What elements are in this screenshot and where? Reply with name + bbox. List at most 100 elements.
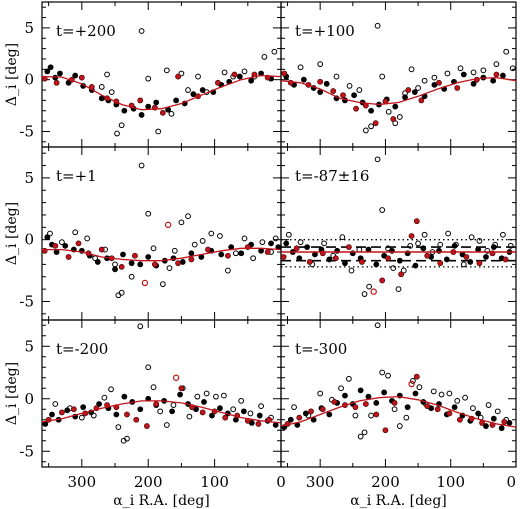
red-point bbox=[340, 92, 346, 99]
open-point bbox=[52, 401, 59, 407]
open-point bbox=[321, 240, 327, 247]
red-point bbox=[143, 423, 150, 429]
open-point bbox=[462, 394, 468, 401]
filled-point bbox=[120, 251, 126, 258]
open-point bbox=[361, 429, 368, 436]
filled-point bbox=[326, 256, 333, 263]
panel-2: t=+100 bbox=[280, 1, 517, 148]
open-point bbox=[163, 67, 170, 74]
open-point bbox=[168, 110, 175, 117]
open-point bbox=[361, 291, 368, 297]
open-point bbox=[470, 69, 477, 76]
open-point bbox=[124, 435, 130, 442]
filled-point bbox=[209, 412, 215, 419]
filled-point bbox=[179, 259, 186, 265]
open-point bbox=[59, 239, 65, 246]
filled-point bbox=[451, 404, 458, 411]
filled-point bbox=[94, 259, 101, 265]
filled-point bbox=[490, 415, 497, 422]
open-point bbox=[317, 61, 324, 68]
open-point bbox=[171, 247, 178, 254]
open-point bbox=[199, 238, 206, 244]
x-tick-label: 200 bbox=[371, 473, 400, 491]
open-point bbox=[507, 242, 514, 249]
red-point bbox=[456, 416, 463, 423]
filled-point bbox=[80, 404, 87, 411]
red-point bbox=[436, 79, 442, 86]
filled-point bbox=[198, 254, 205, 260]
data-layer bbox=[281, 156, 516, 297]
open-point bbox=[155, 128, 162, 135]
open-point bbox=[457, 65, 464, 72]
open-point bbox=[509, 65, 516, 72]
open-point bbox=[98, 84, 105, 90]
red-point bbox=[352, 404, 359, 411]
open-point bbox=[84, 235, 91, 242]
red-point bbox=[413, 218, 420, 225]
x-axis-title: α_i R.A. [deg] bbox=[113, 493, 210, 509]
red-point bbox=[385, 255, 391, 262]
open-point bbox=[345, 375, 352, 382]
open-point bbox=[185, 213, 191, 220]
open-point bbox=[297, 64, 304, 71]
filled-point bbox=[287, 416, 294, 423]
open-point bbox=[390, 265, 397, 272]
open-point bbox=[339, 234, 346, 241]
open-point bbox=[150, 384, 157, 391]
filled-point bbox=[53, 249, 60, 255]
open-point bbox=[396, 423, 403, 429]
fit-curve bbox=[42, 247, 281, 262]
filled-point bbox=[145, 395, 152, 402]
open-point bbox=[178, 219, 185, 226]
red-point bbox=[231, 71, 238, 78]
open-point bbox=[352, 412, 359, 419]
x-tick-label: 100 bbox=[436, 473, 465, 491]
y-tick-label: 5 bbox=[24, 337, 34, 355]
red-point bbox=[454, 85, 461, 91]
red-point bbox=[175, 73, 181, 80]
x-tick-label: 100 bbox=[200, 473, 229, 491]
open-point bbox=[366, 283, 373, 290]
y-tick-label: 0 bbox=[24, 231, 34, 249]
open-point bbox=[430, 388, 437, 395]
red-point bbox=[317, 78, 324, 85]
open-point bbox=[157, 408, 164, 415]
red-point bbox=[437, 260, 444, 267]
filled-point bbox=[334, 247, 341, 254]
red-point bbox=[199, 409, 206, 416]
filled-point bbox=[431, 81, 438, 88]
panel-6: t=-300 300 200 100 0 bbox=[280, 319, 517, 491]
filled-point bbox=[137, 406, 144, 413]
filled-point bbox=[470, 80, 477, 87]
filled-point bbox=[498, 425, 505, 432]
filled-point bbox=[248, 77, 255, 84]
filled-point bbox=[138, 111, 145, 118]
filled-point bbox=[396, 257, 403, 264]
filled-point bbox=[145, 254, 152, 260]
open-point bbox=[396, 114, 403, 120]
open-point bbox=[195, 73, 201, 80]
open-point bbox=[374, 322, 381, 329]
ticks bbox=[42, 320, 281, 467]
open-point bbox=[297, 239, 304, 246]
filled-point bbox=[238, 250, 245, 257]
filled-point bbox=[236, 73, 243, 80]
open-point bbox=[385, 108, 392, 115]
open-point bbox=[391, 406, 398, 413]
filled-point bbox=[169, 408, 176, 415]
filled-point bbox=[128, 260, 135, 267]
filled-point bbox=[240, 408, 247, 415]
red-point bbox=[59, 409, 65, 416]
open-point bbox=[138, 28, 145, 34]
open-point bbox=[112, 261, 118, 268]
x-tick-label: 200 bbox=[134, 473, 163, 491]
open-point bbox=[374, 156, 381, 163]
filled-point bbox=[52, 74, 59, 81]
y-tick-label: -5 bbox=[19, 122, 34, 140]
filled-point bbox=[467, 259, 474, 265]
open-point bbox=[291, 404, 297, 411]
y-tick-label: 0 bbox=[24, 390, 34, 408]
open-point bbox=[431, 74, 438, 81]
filled-point bbox=[188, 250, 195, 257]
red-point bbox=[175, 260, 181, 267]
